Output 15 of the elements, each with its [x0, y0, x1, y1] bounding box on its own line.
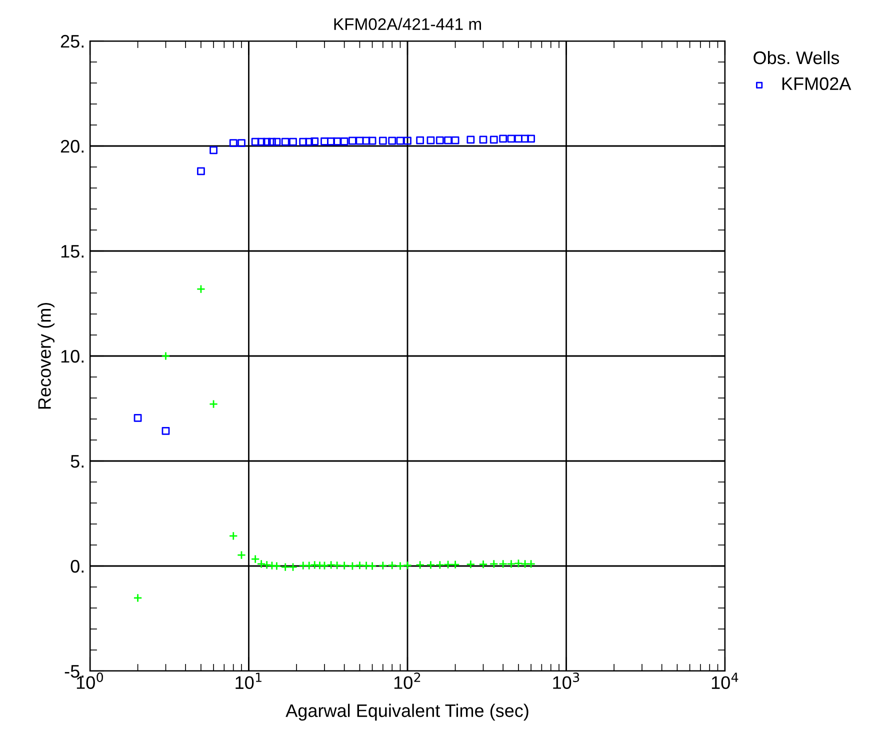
x-tick-label: 10$^{4}$: [712, 672, 738, 689]
legend-label: KFM02A: [782, 77, 852, 90]
legend-title: Obs. Wells: [754, 50, 840, 64]
y-tick-label: 25.: [60, 34, 84, 48]
y-axis-title: Recovery (m): [38, 302, 54, 409]
chart-title: KFM02A/421-441 m: [334, 18, 481, 30]
y-tick-label: 5.: [70, 455, 84, 468]
y-tick-label: 0.: [70, 560, 84, 573]
y-tick-label: 15.: [61, 245, 84, 258]
x-tick-label: 10$^{1}$: [236, 672, 262, 689]
x-axis-title: Agarwal Equivalent Time (sec): [286, 704, 528, 721]
x-tick-label: 10$^{3}$: [553, 672, 580, 689]
y-tick-label: 10.: [61, 350, 84, 363]
y-tick-label: 20.: [60, 140, 84, 153]
x-tick-label: 10$^{2}$: [394, 672, 420, 689]
